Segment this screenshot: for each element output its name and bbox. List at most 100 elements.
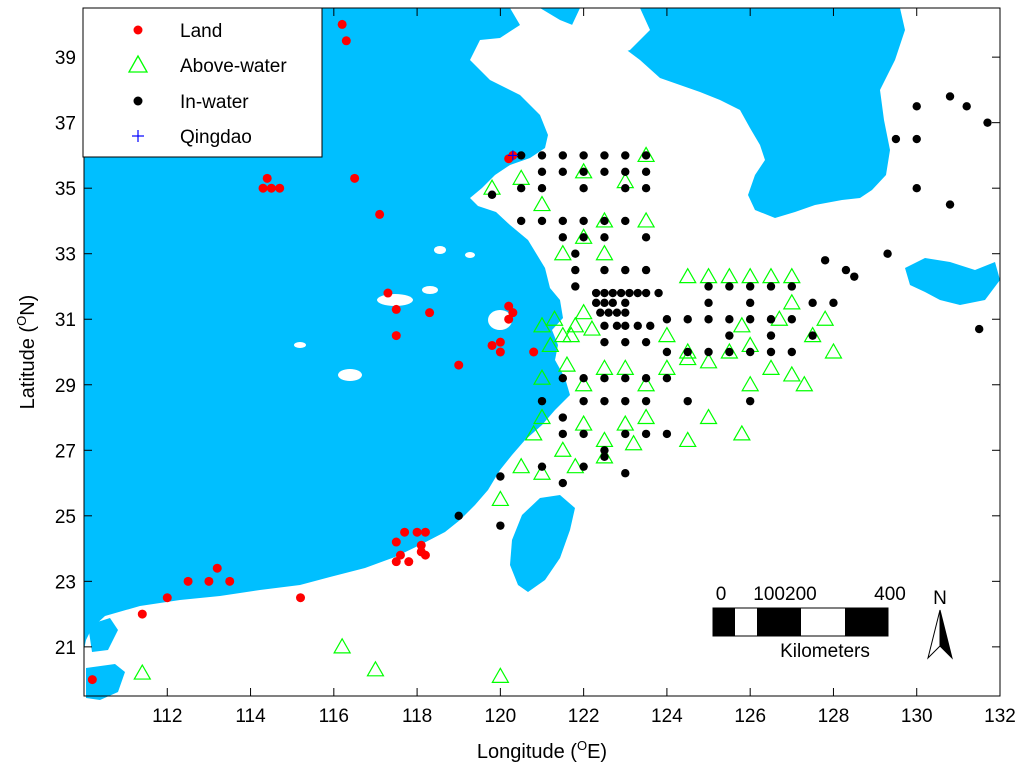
in-water-point xyxy=(820,256,830,265)
in-water-point xyxy=(704,282,713,291)
x-tick-label: 130 xyxy=(901,706,933,727)
above-water-point xyxy=(491,490,510,507)
in-water-point xyxy=(600,374,609,383)
in-water-point xyxy=(633,321,642,330)
above-water-point xyxy=(532,369,552,385)
in-water-point xyxy=(646,321,655,330)
scale-segment-2 xyxy=(757,608,801,636)
in-water-point xyxy=(641,288,651,298)
legend-label-in-water: In-water xyxy=(180,92,249,113)
in-water-point xyxy=(600,446,609,455)
in-water-point xyxy=(621,429,630,439)
in-water-point xyxy=(725,331,734,340)
above-water-point xyxy=(532,195,552,212)
above-water-point xyxy=(333,637,352,654)
above-water-point xyxy=(741,267,760,284)
in-water-point xyxy=(537,396,547,406)
in-water-point xyxy=(537,216,547,226)
in-water-point xyxy=(558,233,568,242)
in-water-point xyxy=(766,347,776,357)
y-tick-label: 29 xyxy=(55,376,76,397)
in-water-point xyxy=(621,167,630,177)
in-water-point xyxy=(983,118,992,127)
korea-peninsula xyxy=(540,8,905,218)
above-water-point xyxy=(574,375,593,392)
mainland-china xyxy=(84,8,570,650)
in-water-point xyxy=(579,233,588,242)
land-point xyxy=(425,308,435,318)
in-water-point xyxy=(579,216,588,226)
in-water-point xyxy=(621,151,630,160)
y-axis: 21 23 25 27 29 31 33 35 37 39 xyxy=(55,48,1000,659)
land-point xyxy=(508,308,518,318)
land-point xyxy=(420,550,430,560)
land-point xyxy=(487,340,497,350)
in-water-point xyxy=(600,452,609,462)
in-water-point xyxy=(621,337,630,347)
in-water-point xyxy=(621,298,630,308)
x-tick-label: 118 xyxy=(402,706,432,727)
land-point xyxy=(262,173,272,183)
in-water-point xyxy=(579,429,588,439)
in-water-point xyxy=(912,102,921,111)
in-water-point xyxy=(641,167,651,177)
above-water-point xyxy=(582,319,601,336)
in-water-point xyxy=(625,288,634,298)
in-water-point xyxy=(579,183,588,193)
y-tick-label: 31 xyxy=(55,310,76,331)
in-water-point xyxy=(891,134,901,144)
y-tick-label: 23 xyxy=(55,572,76,593)
land-point xyxy=(258,183,268,193)
legend: Land Above-water In-water Qingdao xyxy=(82,7,323,158)
legend-marker-land xyxy=(133,25,143,35)
in-water-point xyxy=(641,265,651,275)
in-water-point xyxy=(641,151,651,160)
above-water-point xyxy=(637,375,656,392)
in-water-point xyxy=(612,321,622,330)
above-water-point xyxy=(566,457,585,474)
x-tick-label: 116 xyxy=(319,706,349,727)
above-water-point xyxy=(545,310,564,326)
hainan xyxy=(86,664,125,700)
in-water-point xyxy=(945,92,955,101)
above-water-point xyxy=(761,359,781,375)
land-point xyxy=(391,331,401,341)
in-water-point xyxy=(516,151,526,160)
above-water-point xyxy=(532,464,552,480)
land-point xyxy=(454,360,464,370)
scale-segment-1 xyxy=(713,608,735,636)
in-water-point xyxy=(558,216,568,226)
legend-label-qingdao: Qingdao xyxy=(180,127,252,148)
scale-bar: 0 100200 400 Kilometers N xyxy=(712,584,953,662)
y-tick-label: 35 xyxy=(55,179,76,200)
x-tick-label: 128 xyxy=(818,706,850,727)
land-point xyxy=(266,183,276,193)
land-point xyxy=(391,537,401,547)
in-water-point xyxy=(621,216,630,226)
in-water-point xyxy=(621,374,630,383)
in-water-point xyxy=(725,347,734,357)
in-water-point xyxy=(945,200,955,209)
in-water-point xyxy=(537,151,547,160)
above-water-point xyxy=(824,342,843,359)
above-water-point xyxy=(816,310,835,326)
in-water-point xyxy=(579,374,588,383)
above-water-point xyxy=(562,326,581,343)
in-water-point xyxy=(558,374,568,383)
in-water-point xyxy=(745,298,755,308)
in-water-point xyxy=(745,282,755,291)
land-point xyxy=(183,576,193,586)
in-water-point xyxy=(745,315,755,324)
in-water-point xyxy=(558,429,568,439)
legend-label-land: Land xyxy=(180,21,222,42)
in-water-point xyxy=(616,288,626,298)
y-axis-label: Latitude (ON) xyxy=(14,295,39,410)
y-tick-label: 21 xyxy=(55,638,76,659)
land-point xyxy=(529,347,539,357)
in-water-point xyxy=(745,396,755,406)
above-water-point xyxy=(541,336,560,353)
in-water-point xyxy=(516,216,526,226)
in-water-point xyxy=(912,134,921,144)
in-water-point xyxy=(621,308,630,317)
y-tick-label: 27 xyxy=(55,441,76,462)
